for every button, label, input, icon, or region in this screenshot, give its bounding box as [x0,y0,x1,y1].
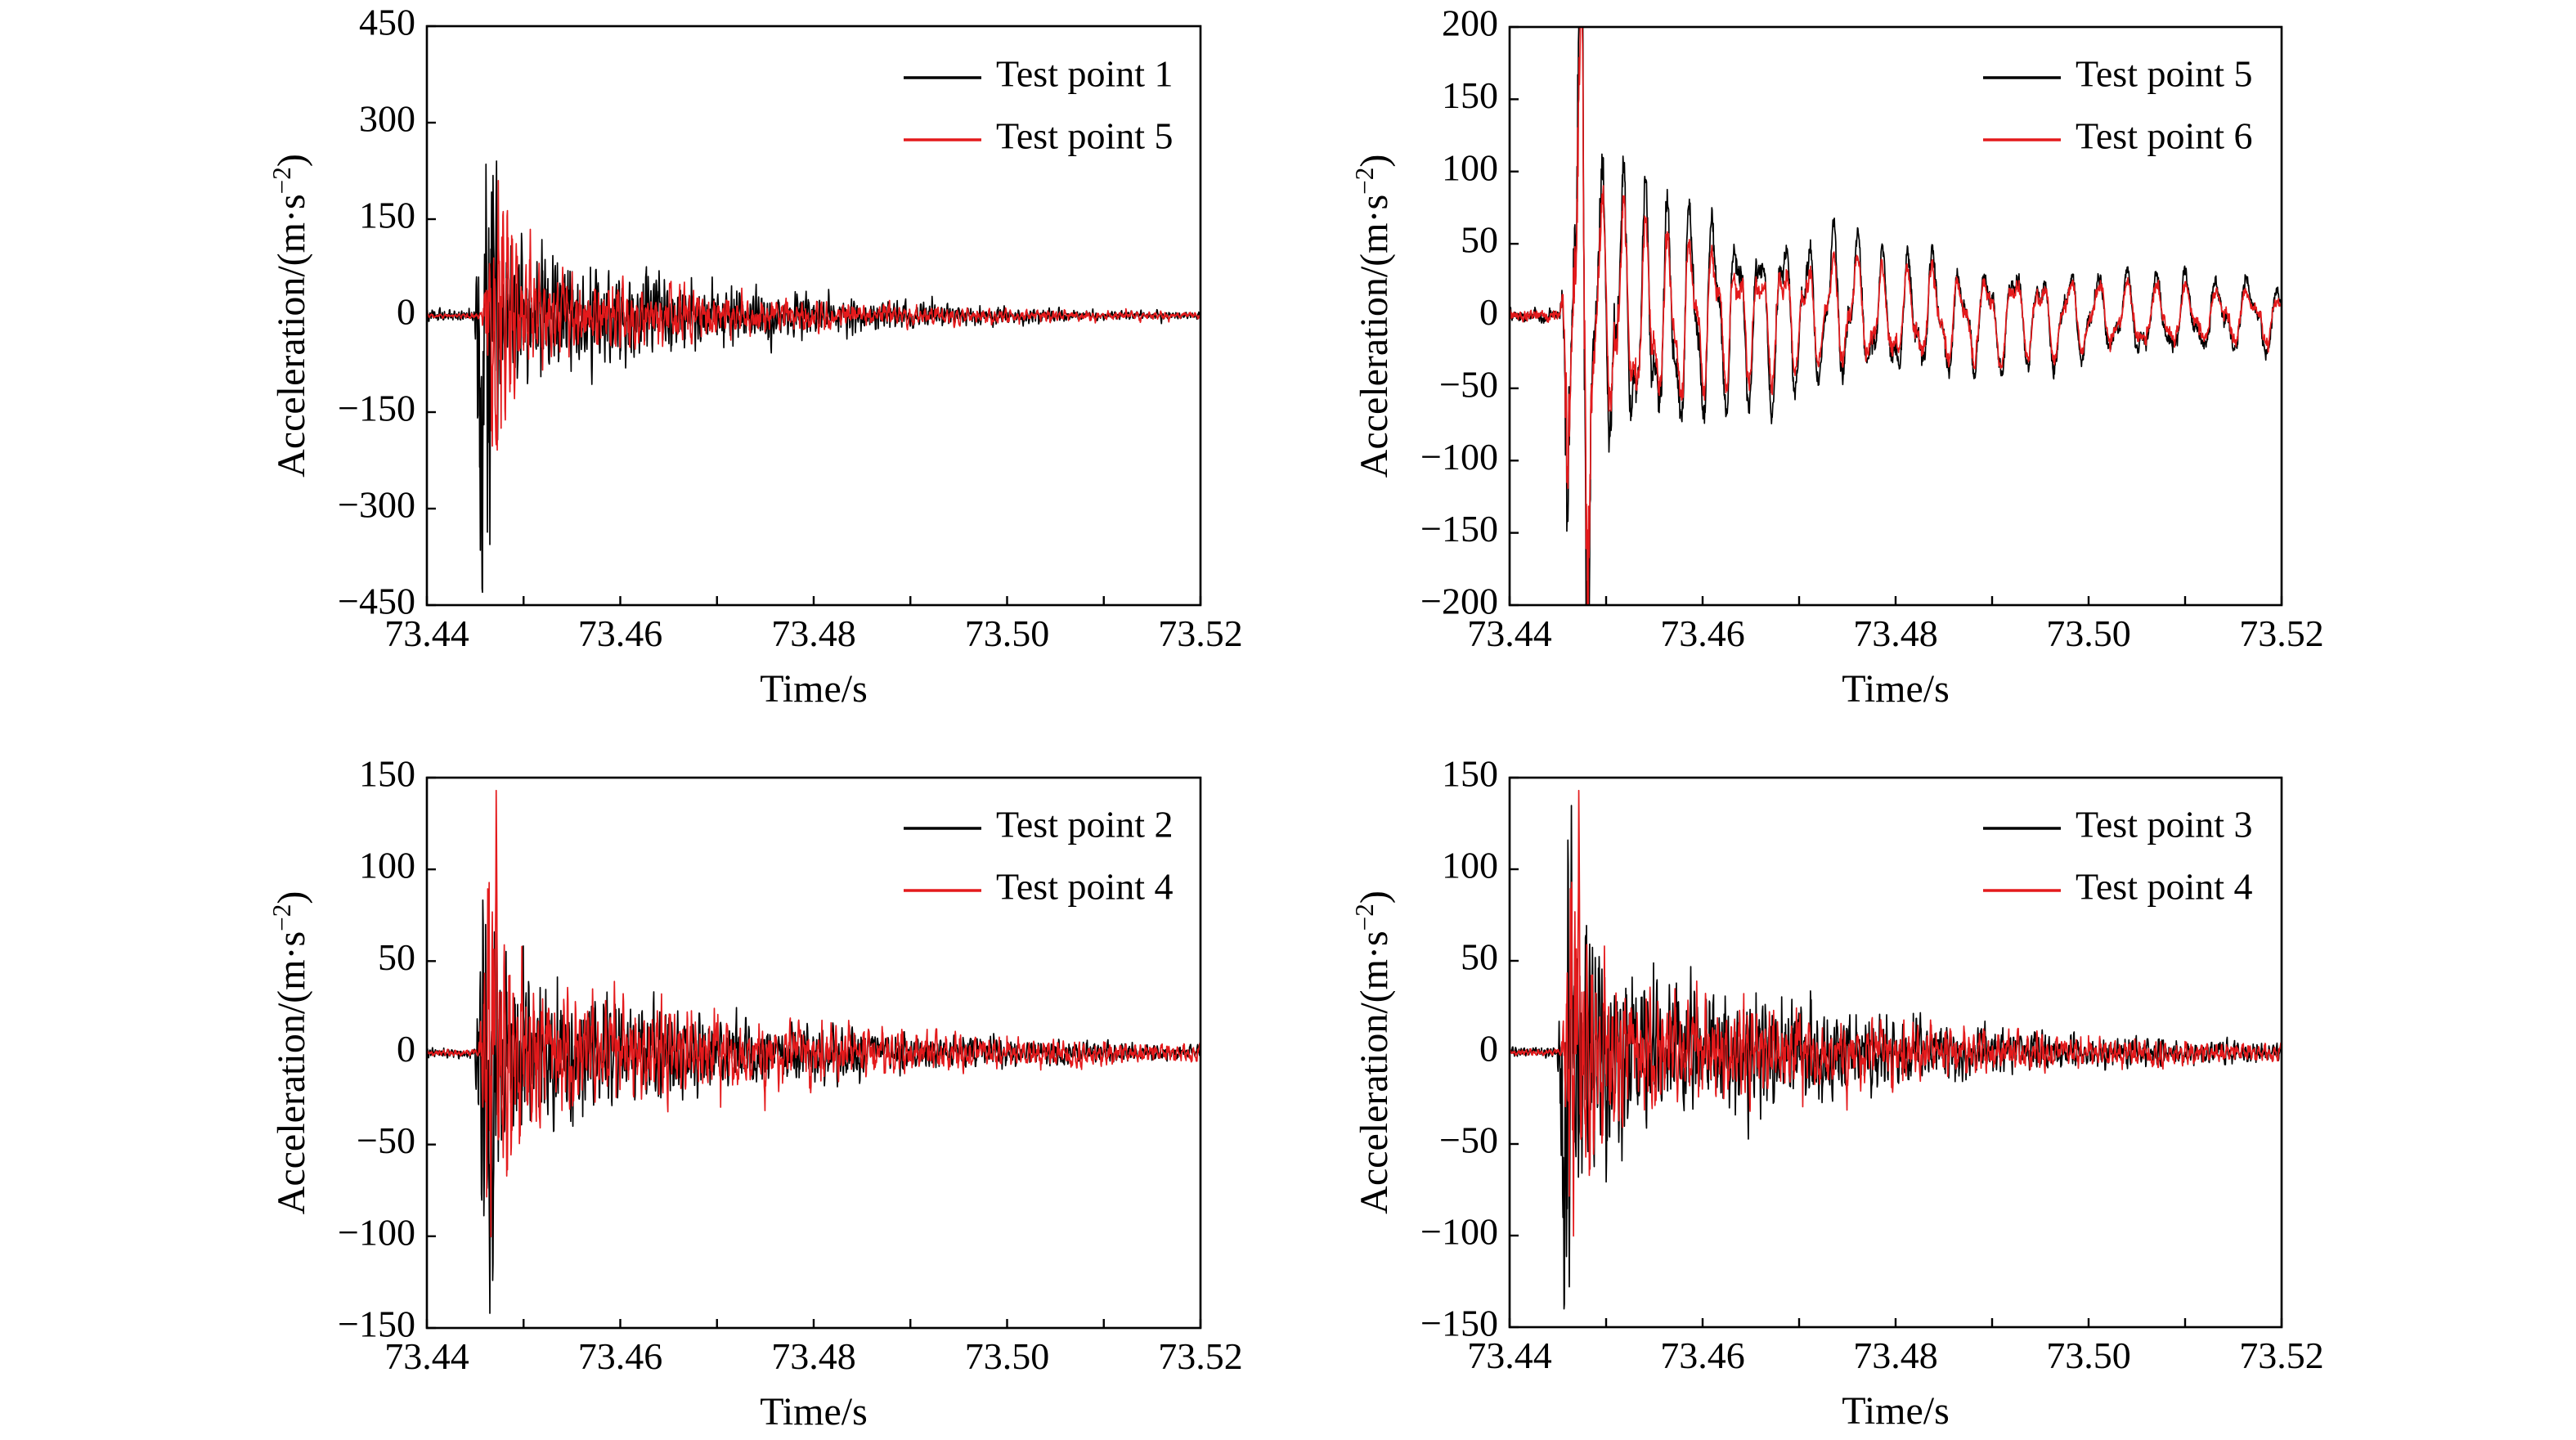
svg-text:73.52: 73.52 [2239,1335,2324,1376]
svg-text:−150: −150 [338,388,415,429]
svg-text:73.50: 73.50 [965,612,1050,654]
svg-text:Time/s: Time/s [1842,667,1950,711]
svg-text:150: 150 [1442,753,1498,795]
svg-text:73.46: 73.46 [1660,1335,1745,1376]
svg-text:Test point 4: Test point 4 [996,866,1174,908]
svg-text:Time/s: Time/s [760,1390,868,1433]
svg-text:73.50: 73.50 [2046,1335,2131,1376]
svg-text:73.48: 73.48 [1853,612,1938,654]
svg-text:Acceleration/(m·s−2): Acceleration/(m·s−2) [1350,890,1397,1214]
svg-text:−100: −100 [338,1211,415,1253]
svg-text:73.50: 73.50 [965,1335,1050,1377]
svg-text:150: 150 [1442,74,1498,116]
svg-text:Test point 5: Test point 5 [2076,53,2253,95]
svg-text:73.44: 73.44 [1467,612,1552,654]
svg-text:100: 100 [1442,146,1498,188]
svg-text:200: 200 [1442,2,1498,44]
svg-text:73.52: 73.52 [2239,612,2324,654]
svg-text:−50: −50 [357,1119,415,1161]
svg-text:0: 0 [397,291,415,333]
svg-text:100: 100 [1442,845,1498,886]
svg-text:73.52: 73.52 [1158,1335,1243,1377]
svg-text:73.52: 73.52 [1158,612,1243,654]
svg-text:73.44: 73.44 [384,1335,469,1377]
svg-text:Test point 6: Test point 6 [2076,115,2253,157]
svg-text:100: 100 [359,845,415,886]
svg-text:73.48: 73.48 [771,1335,856,1377]
svg-text:−100: −100 [1420,436,1498,478]
svg-text:150: 150 [359,195,415,236]
svg-text:Test point 4: Test point 4 [2076,866,2253,908]
svg-text:150: 150 [359,753,415,795]
svg-text:Acceleration/(m·s−2): Acceleration/(m·s−2) [1350,155,1397,478]
svg-text:0: 0 [1479,291,1498,333]
svg-text:450: 450 [359,2,415,43]
svg-text:300: 300 [359,98,415,140]
svg-text:73.46: 73.46 [1660,612,1745,654]
svg-text:Time/s: Time/s [760,667,868,711]
svg-text:73.44: 73.44 [384,612,469,654]
svg-text:73.46: 73.46 [578,1335,663,1377]
svg-text:73.46: 73.46 [578,612,663,654]
svg-text:Acceleration/(m·s−2): Acceleration/(m·s−2) [267,891,314,1215]
svg-text:50: 50 [1461,936,1498,978]
svg-text:−50: −50 [1439,363,1498,405]
svg-text:0: 0 [397,1028,415,1070]
svg-text:−300: −300 [338,484,415,526]
svg-text:73.48: 73.48 [771,612,856,654]
svg-text:50: 50 [1461,219,1498,261]
svg-text:−150: −150 [1420,508,1498,550]
svg-text:Test point 5: Test point 5 [996,115,1174,157]
svg-text:73.50: 73.50 [2046,612,2131,654]
svg-text:73.44: 73.44 [1467,1335,1552,1376]
svg-text:Time/s: Time/s [1842,1389,1950,1433]
svg-text:73.48: 73.48 [1853,1335,1938,1376]
svg-text:Test point 3: Test point 3 [2076,804,2253,846]
svg-text:Test point 2: Test point 2 [996,804,1174,846]
svg-text:Test point 1: Test point 1 [996,53,1174,95]
svg-text:0: 0 [1479,1028,1498,1070]
svg-text:−100: −100 [1420,1211,1498,1253]
svg-text:Acceleration/(m·s−2): Acceleration/(m·s−2) [267,154,314,478]
svg-text:−50: −50 [1439,1119,1498,1161]
svg-text:50: 50 [378,936,415,978]
